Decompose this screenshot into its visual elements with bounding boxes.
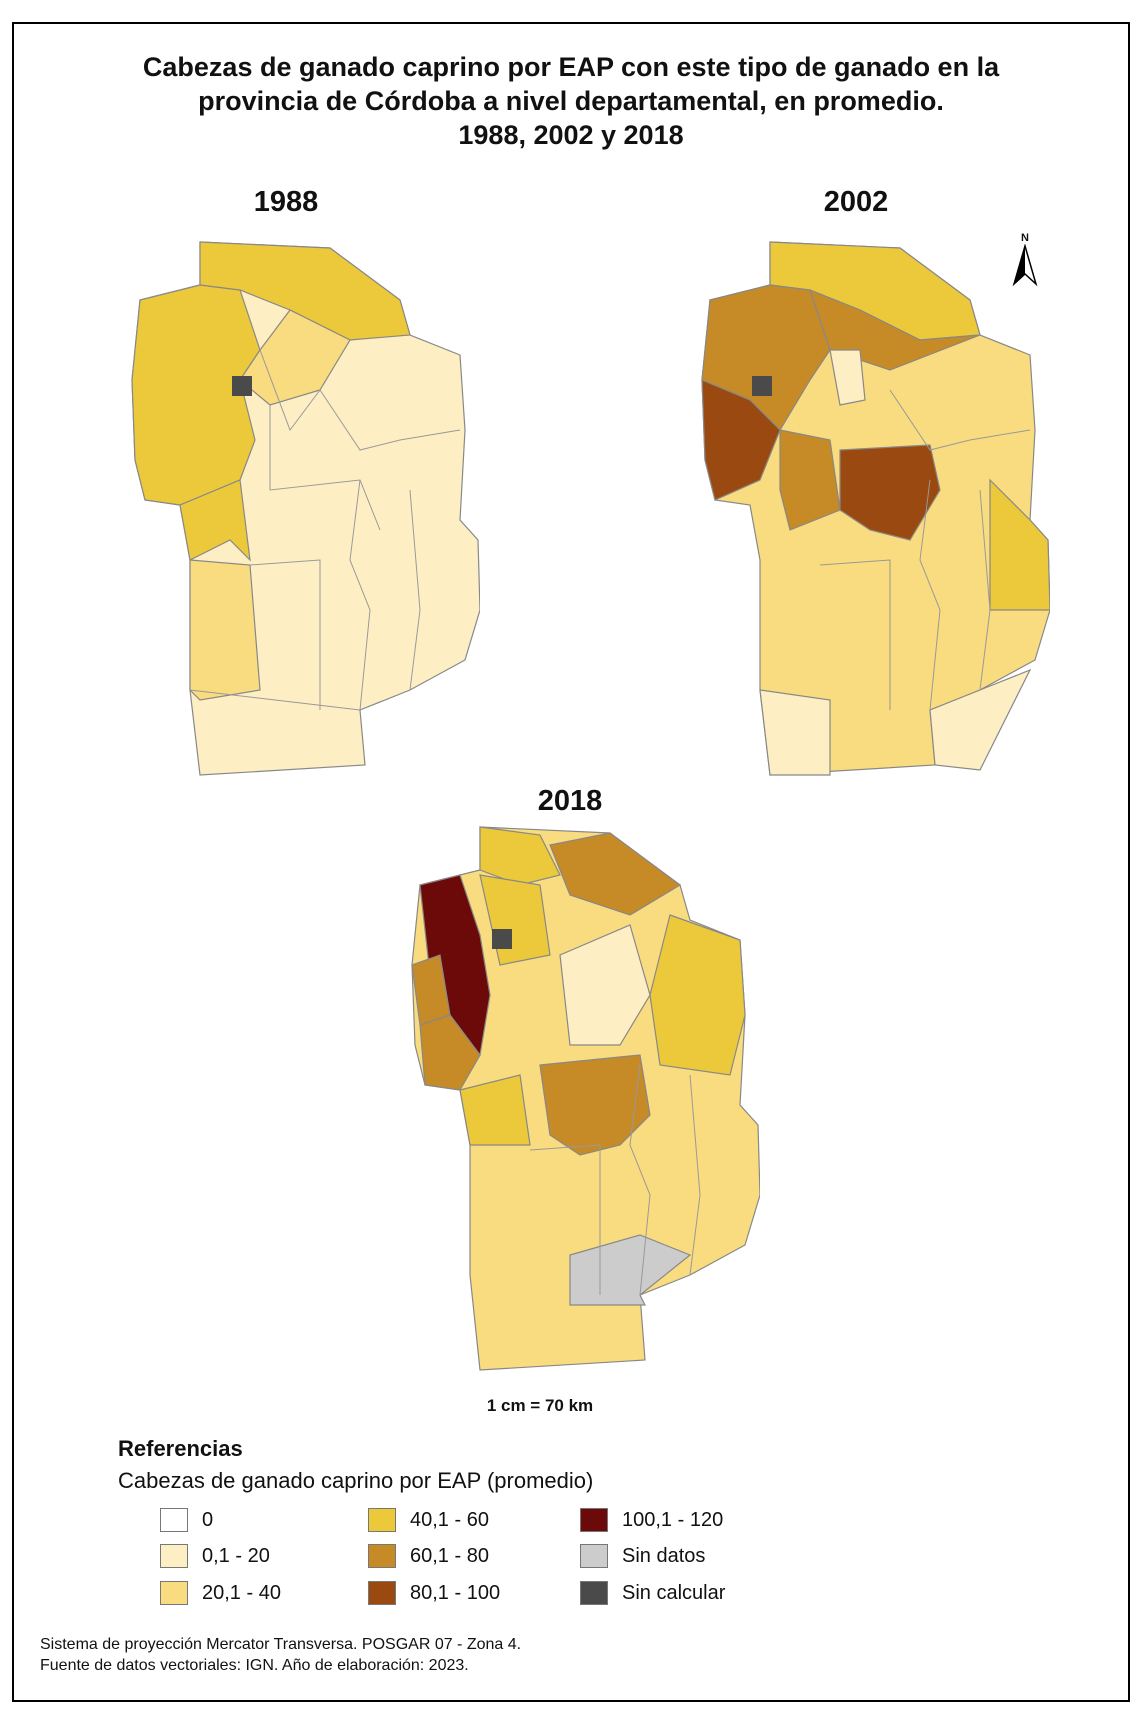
- title-line-2: provincia de Córdoba a nivel departament…: [198, 86, 944, 116]
- legend-title: Referencias: [118, 1436, 243, 1461]
- legend-label: 20,1 - 40: [202, 1581, 281, 1604]
- region-center-west: [459, 1074, 531, 1146]
- region-north-a: [479, 826, 561, 886]
- legend-swatch: [368, 1544, 396, 1568]
- legend-label: 0: [202, 1508, 214, 1531]
- title-line-3: 1988, 2002 y 2018: [458, 120, 684, 150]
- legend-swatch: [580, 1544, 608, 1568]
- legend-item-8: Sin calcular: [580, 1580, 725, 1606]
- region-center-light: [559, 924, 651, 1046]
- footer-projection: Sistema de proyección Mercator Transvers…: [40, 1636, 522, 1653]
- legend-item-7: Sin datos: [580, 1543, 705, 1569]
- region-west-dark: [701, 379, 781, 501]
- legend-swatch: [368, 1508, 396, 1532]
- capital-no-data-square: [752, 376, 772, 396]
- capital-no-data-square: [232, 376, 252, 396]
- region-west-south: [419, 1014, 481, 1091]
- map-2018: [411, 826, 760, 1371]
- region-center-dark: [839, 444, 941, 541]
- region-center-south: [539, 1054, 651, 1156]
- region-east: [649, 914, 746, 1076]
- region-center-west: [779, 429, 841, 531]
- footer: Sistema de proyección Mercator Transvers…: [40, 1634, 521, 1676]
- map-year-2018: 2018: [537, 785, 603, 817]
- legend-item-6: 100,1 - 120: [580, 1507, 723, 1533]
- north-arrow-icon: [1012, 243, 1038, 287]
- legend-item-3: 40,1 - 60: [368, 1507, 489, 1533]
- footer-source: Fuente de datos vectoriales: IGN. Año de…: [40, 1657, 469, 1674]
- legend-item-4: 60,1 - 80: [368, 1543, 489, 1569]
- legend-label: 60,1 - 80: [410, 1544, 489, 1567]
- region-southeast: [929, 668, 1032, 771]
- legend-label: Sin calcular: [622, 1581, 726, 1604]
- map-title: Cabezas de ganado caprino por EAP con es…: [40, 50, 1102, 152]
- legend-label: 80,1 - 100: [410, 1581, 501, 1604]
- legend-swatch: [580, 1581, 608, 1605]
- region-south: [189, 559, 261, 701]
- legend-label: Sin datos: [622, 1544, 706, 1567]
- map-year-2002: 2002: [823, 186, 889, 218]
- map-year-1988: 1988: [253, 186, 319, 218]
- north-arrow: N: [1010, 232, 1040, 292]
- legend-label: 40,1 - 60: [410, 1508, 489, 1531]
- legend-item-5: 80,1 - 100: [368, 1580, 500, 1606]
- legend-swatch: [368, 1581, 396, 1605]
- region-north-b: [549, 832, 682, 916]
- north-label: N: [1021, 232, 1029, 244]
- legend-swatch: [580, 1508, 608, 1532]
- region-southwest: [759, 689, 831, 776]
- legend-swatch: [160, 1544, 188, 1568]
- legend-swatch: [160, 1508, 188, 1532]
- legend-item-1: 0,1 - 20: [160, 1543, 270, 1569]
- legend-item-0: 0: [160, 1507, 213, 1533]
- legend-subtitle: Cabezas de ganado caprino por EAP (prome…: [118, 1468, 594, 1493]
- legend-label: 100,1 - 120: [622, 1508, 724, 1531]
- map-1988: [131, 241, 480, 776]
- legend-swatch: [160, 1581, 188, 1605]
- capital-no-data-square: [492, 929, 512, 949]
- title-line-1: Cabezas de ganado caprino por EAP con es…: [142, 52, 1000, 82]
- legend-item-2: 20,1 - 40: [160, 1580, 281, 1606]
- region-center-light: [829, 349, 866, 406]
- legend-label: 0,1 - 20: [202, 1544, 270, 1567]
- map-2002: [701, 241, 1050, 776]
- region-west-center: [179, 479, 251, 562]
- region-east: [989, 478, 1050, 611]
- scale-text: 1 cm = 70 km: [486, 1396, 594, 1415]
